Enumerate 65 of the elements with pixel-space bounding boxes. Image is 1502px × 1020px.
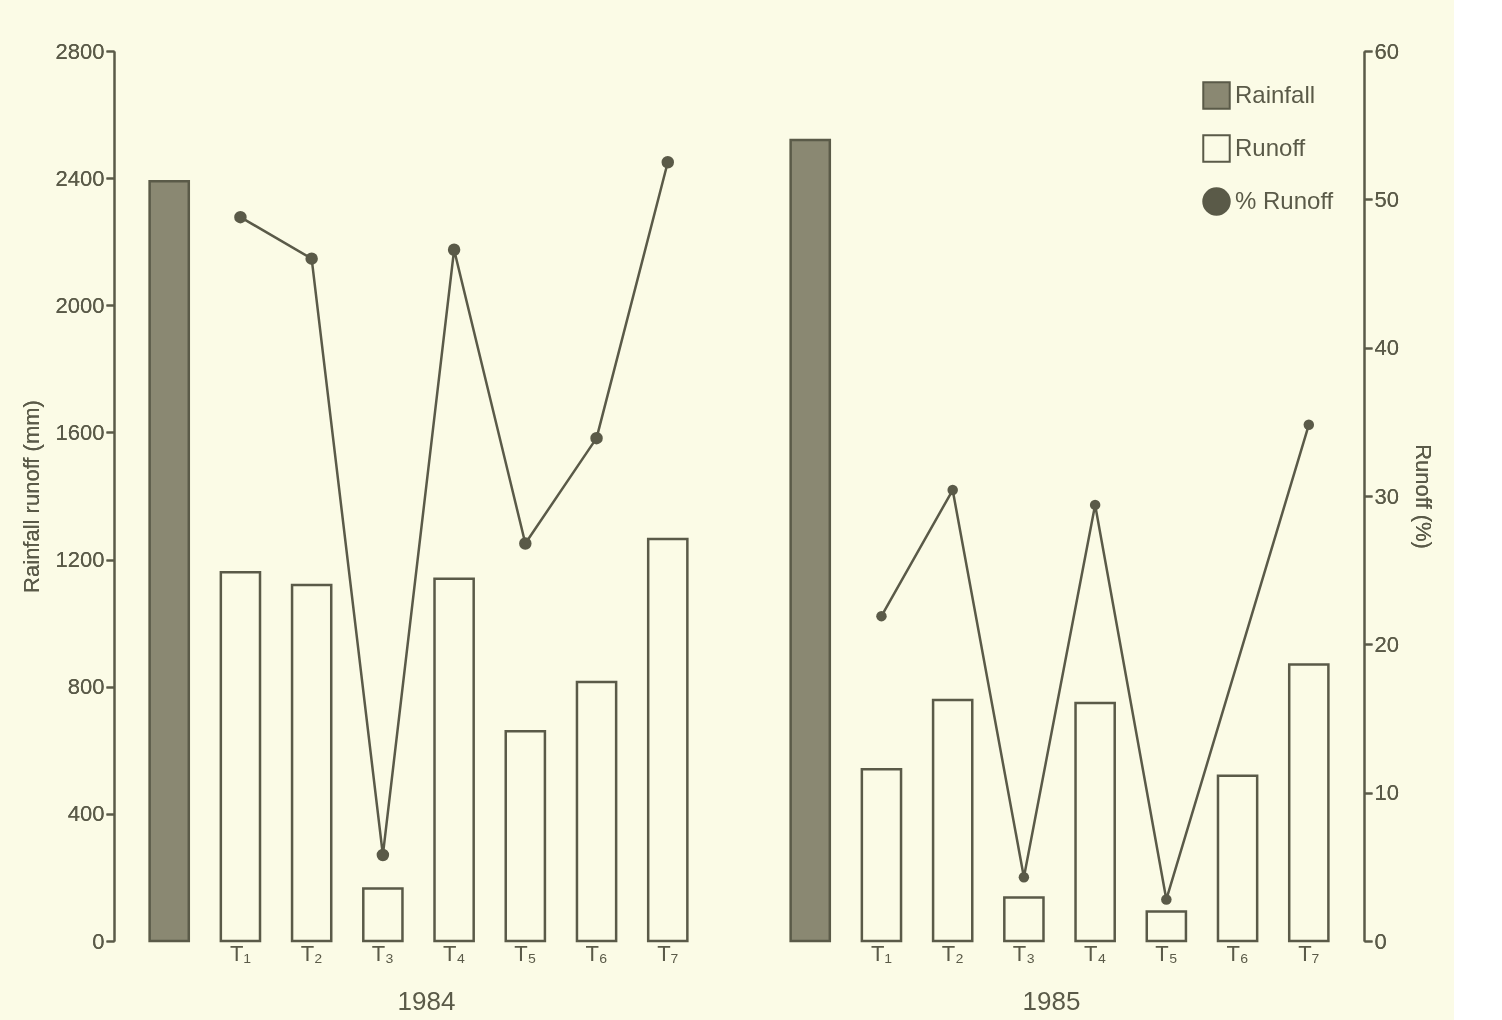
y-tick-label: 1200 — [55, 547, 105, 573]
bar — [148, 180, 191, 943]
bar — [290, 583, 333, 943]
point — [947, 484, 958, 496]
bar — [789, 138, 832, 943]
y2-tick-label: 40 — [1374, 335, 1399, 361]
x-tick-label: T₆ — [585, 940, 608, 966]
y2-tick-label: 50 — [1374, 186, 1399, 212]
bar — [433, 577, 475, 943]
x-tick-label: T₃ — [371, 940, 395, 966]
bar — [1216, 774, 1259, 943]
point — [590, 431, 603, 445]
bar — [1287, 663, 1330, 943]
x-tick-label: T₆ — [1226, 940, 1249, 966]
point — [1089, 499, 1101, 511]
x-tick-label: T₁ — [229, 940, 251, 966]
y2-tick-label: 30 — [1374, 483, 1399, 509]
x-tick-label: T₅ — [514, 940, 537, 966]
point — [447, 243, 461, 256]
legend-label: Rainfall — [1235, 80, 1316, 108]
point — [661, 156, 675, 169]
x-tick-label: T₂ — [300, 940, 323, 966]
point — [305, 252, 318, 265]
y2-tick-label: 0 — [1374, 928, 1387, 954]
y2-tick-label: 60 — [1374, 38, 1399, 64]
y-axis-title: Rainfall runoff (mm) — [18, 400, 44, 593]
bar — [219, 571, 262, 943]
point — [234, 210, 247, 224]
point — [1303, 419, 1315, 431]
point — [519, 537, 532, 550]
point — [876, 610, 887, 622]
y2-axis-title: Runoff (%) — [1410, 444, 1436, 549]
x-tick-label: T₁ — [871, 940, 892, 966]
y-tick-label: 2800 — [55, 38, 105, 64]
bar — [1145, 910, 1188, 943]
y-tick-label: 2000 — [55, 292, 105, 318]
x-tick-label: T₃ — [1012, 940, 1036, 966]
text: 1984 — [397, 986, 456, 1016]
bar — [362, 887, 404, 943]
x-tick-label: T₇ — [1298, 940, 1320, 966]
y2-tick-label: 20 — [1374, 631, 1399, 657]
text: 1985 — [1022, 986, 1081, 1016]
bar — [504, 729, 547, 943]
bar — [860, 768, 903, 943]
bar — [931, 698, 974, 943]
y-tick-label: 2400 — [55, 165, 105, 191]
bar — [575, 680, 618, 943]
y-tick-label: 1600 — [55, 419, 105, 445]
y2-tick-label: 10 — [1374, 780, 1399, 806]
x-tick-label: T₅ — [1155, 940, 1178, 966]
bar — [646, 537, 689, 943]
x-tick-label: T₄ — [442, 940, 466, 966]
point — [1161, 894, 1172, 905]
legend-label: % Runoff — [1235, 186, 1334, 214]
y-tick-label: 0 — [92, 928, 105, 954]
point — [376, 848, 390, 862]
x-tick-label: T₄ — [1083, 940, 1107, 966]
legend-label: Runoff — [1235, 133, 1306, 161]
x-tick-label: T₂ — [941, 940, 964, 966]
y-tick-label: 800 — [67, 674, 105, 700]
bar — [1003, 896, 1045, 943]
x-tick-label: T₇ — [657, 940, 679, 966]
point — [1018, 871, 1030, 883]
bar — [1074, 701, 1116, 943]
y-tick-label: 400 — [67, 801, 105, 827]
